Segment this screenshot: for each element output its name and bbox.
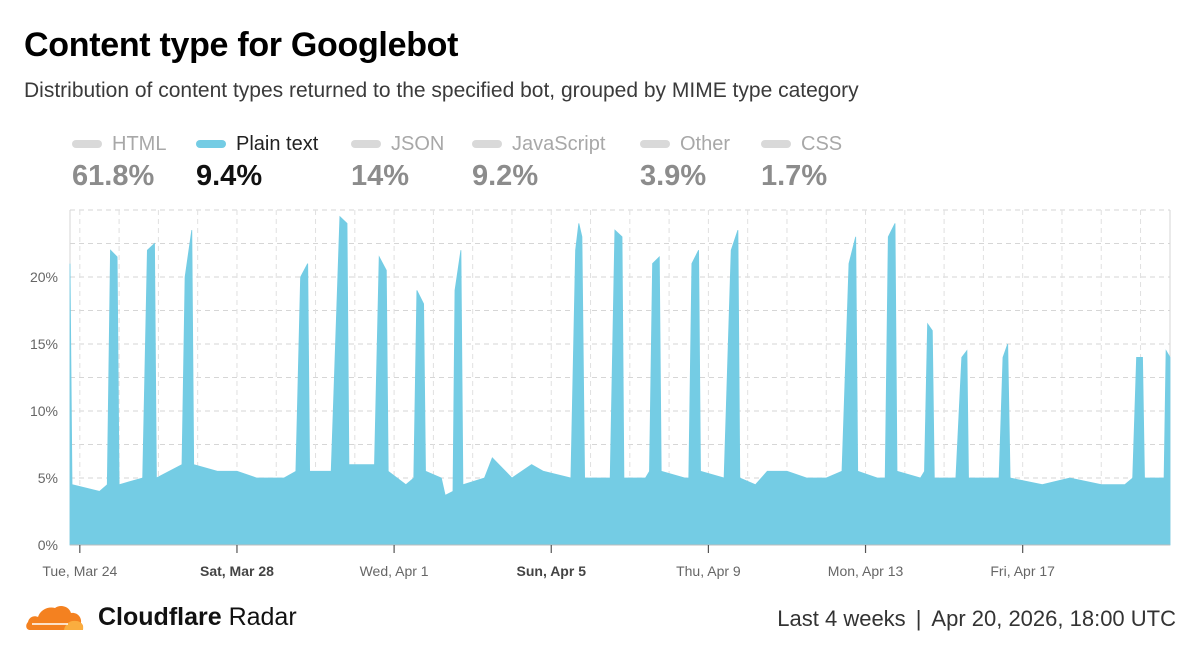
legend-value: 9.4% — [196, 160, 263, 192]
x-tick-label: Mon, Apr 13 — [828, 563, 904, 579]
brand-name-bold: Cloudflare — [98, 602, 222, 631]
y-tick-label: 15% — [30, 336, 58, 352]
legend-swatch — [72, 140, 102, 148]
legend-label: Other — [680, 132, 731, 155]
cloudflare-logo-icon — [26, 605, 84, 630]
legend-item-html[interactable]: HTML 61.8% — [72, 132, 166, 193]
chart-subtitle: Distribution of content types returned t… — [24, 79, 859, 102]
date-range-label: Last 4 weeks — [777, 606, 906, 631]
x-tick-label: Sun, Apr 5 — [517, 563, 587, 579]
brand-name-rest: Radar — [221, 602, 297, 631]
legend-swatch — [761, 140, 791, 148]
legend-item-css[interactable]: CSS 1.7% — [761, 132, 842, 193]
legend-value: 14% — [351, 160, 410, 192]
footer-separator: | — [915, 606, 922, 631]
timestamp: Apr 20, 2026, 18:00 UTC — [931, 606, 1176, 631]
legend-label: HTML — [112, 132, 167, 155]
cloudflare-radar-brand: Cloudflare Radar — [24, 600, 297, 634]
y-tick-label: 10% — [30, 403, 58, 419]
legend-item-json[interactable]: JSON 14% — [351, 132, 444, 193]
legend-label: Plain text — [236, 132, 319, 155]
legend-item-other[interactable]: Other 3.9% — [640, 132, 730, 193]
y-tick-label: 20% — [30, 269, 58, 285]
legend-label: CSS — [801, 132, 843, 155]
footer-timestamp: Last 4 weeks | Apr 20, 2026, 18:00 UTC — [777, 606, 1176, 632]
legend-swatch — [351, 140, 381, 148]
legend-swatch — [196, 140, 226, 148]
legend-value: 1.7% — [761, 160, 828, 192]
legend-item-javascript[interactable]: JavaScript 9.2% — [472, 132, 605, 193]
y-tick-label: 0% — [38, 537, 58, 553]
chart-title: Content type for Googlebot — [24, 26, 459, 64]
legend-value: 9.2% — [472, 160, 539, 192]
plain-text-area-chart: 0% 5% 10% 15% 20% Tue, Mar 24 Sat, Mar 28 Wed, … — [30, 209, 1171, 579]
x-tick-label: Tue, Mar 24 — [42, 563, 117, 579]
legend-label: JavaScript — [512, 132, 606, 155]
plain-text-area-series — [69, 215, 1171, 546]
legend-label: JSON — [391, 132, 445, 155]
legend-swatch — [472, 140, 502, 148]
x-tick-label: Thu, Apr 9 — [676, 563, 741, 579]
legend-value: 3.9% — [640, 160, 707, 192]
legend-item-plain-text[interactable]: Plain text 9.4% — [196, 132, 318, 193]
x-tick-label: Wed, Apr 1 — [360, 563, 429, 579]
legend-value: 61.8% — [72, 160, 155, 192]
legend-swatch — [640, 140, 670, 148]
y-tick-label: 5% — [38, 470, 58, 486]
x-tick-label: Sat, Mar 28 — [200, 563, 274, 579]
x-tick-label: Fri, Apr 17 — [990, 563, 1055, 579]
brand-name: Cloudflare Radar — [98, 603, 297, 632]
